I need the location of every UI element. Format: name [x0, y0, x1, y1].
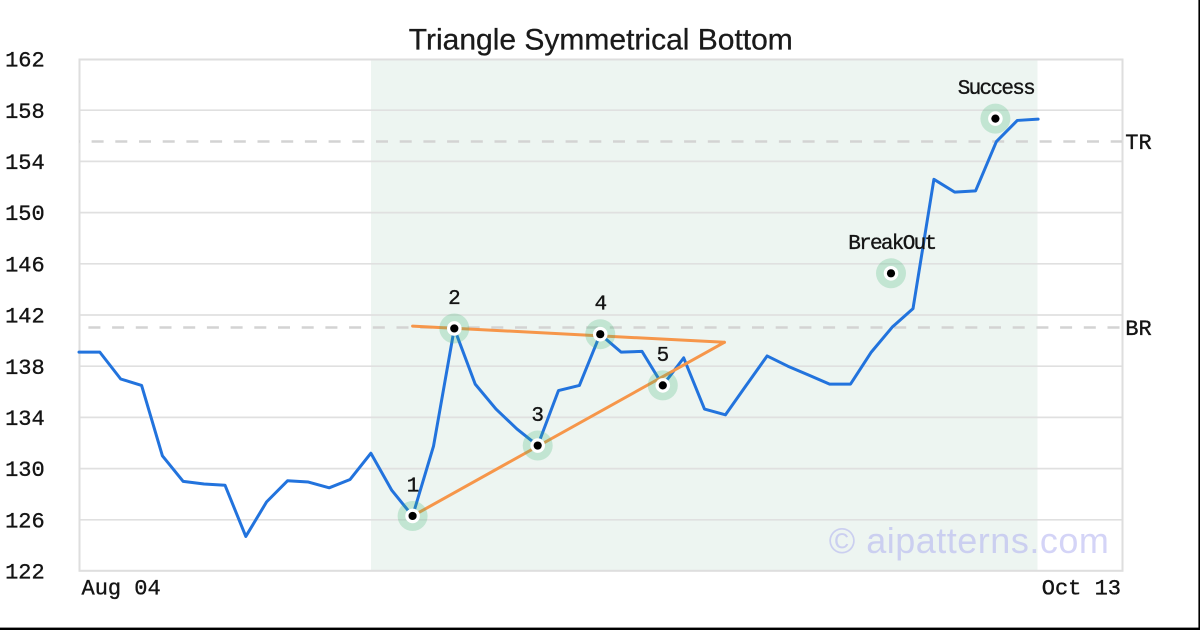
svg-text:146: 146 [5, 253, 45, 278]
svg-text:158: 158 [5, 100, 45, 125]
svg-text:122: 122 [5, 561, 45, 586]
svg-text:162: 162 [5, 49, 45, 74]
svg-text:2: 2 [448, 288, 461, 311]
svg-text:Aug 04: Aug 04 [82, 577, 161, 602]
svg-text:Success: Success [958, 78, 1034, 101]
svg-text:142: 142 [5, 305, 45, 330]
svg-text:134: 134 [5, 407, 45, 432]
svg-text:154: 154 [5, 151, 45, 176]
svg-text:BreakOut: BreakOut [848, 233, 935, 256]
svg-text:Oct 13: Oct 13 [1042, 577, 1121, 602]
svg-text:1: 1 [407, 475, 420, 498]
svg-text:4: 4 [594, 294, 607, 317]
svg-text:130: 130 [5, 458, 45, 483]
svg-text:Triangle Symmetrical Bottom: Triangle Symmetrical Bottom [409, 23, 793, 56]
svg-text:TR: TR [1125, 131, 1151, 156]
svg-text:© aipatterns.com: © aipatterns.com [829, 520, 1110, 561]
svg-text:138: 138 [5, 356, 45, 381]
svg-text:150: 150 [5, 202, 45, 227]
svg-text:126: 126 [5, 509, 45, 534]
svg-text:5: 5 [657, 345, 670, 368]
svg-text:3: 3 [531, 405, 544, 428]
svg-text:BR: BR [1125, 317, 1151, 342]
